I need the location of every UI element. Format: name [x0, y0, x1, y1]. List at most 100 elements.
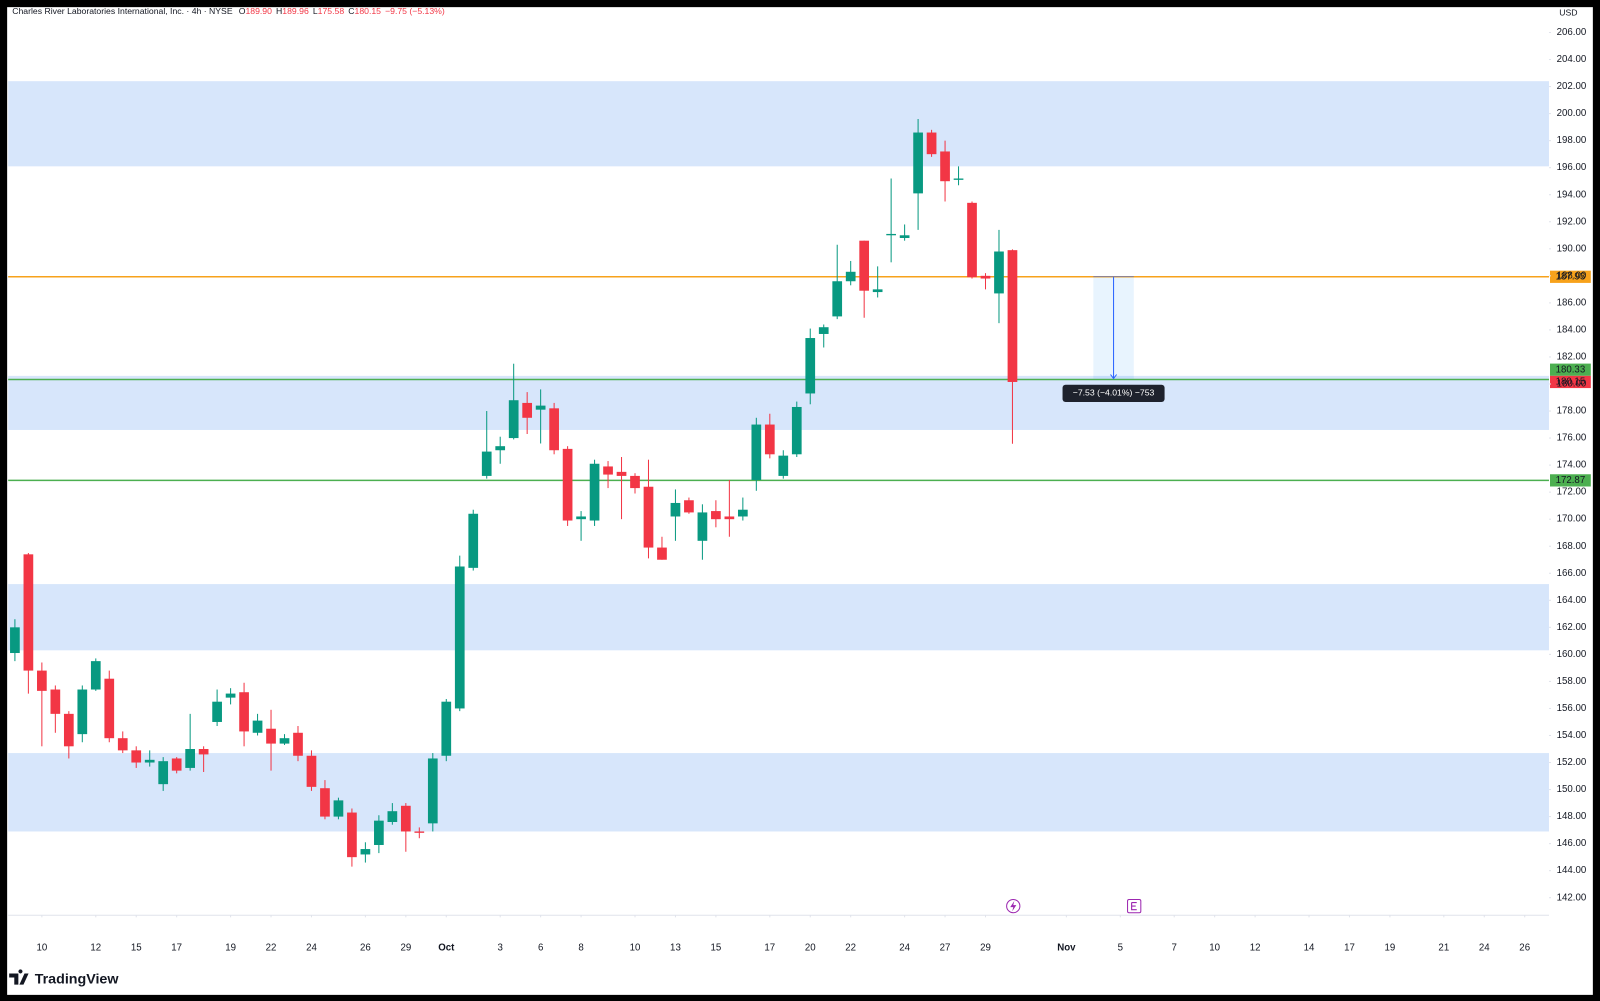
- y-tick-label: 204.00: [1557, 54, 1587, 65]
- y-tick-label: 176.00: [1557, 433, 1587, 444]
- candle-body: [778, 455, 789, 476]
- candle-body: [171, 758, 182, 771]
- y-tick-label: 158.00: [1557, 676, 1587, 687]
- x-tick-label: 24: [306, 943, 317, 954]
- candle-body: [198, 749, 209, 755]
- y-tick-label: 156.00: [1557, 703, 1587, 714]
- x-tick-label: 3: [498, 943, 503, 954]
- candle-body: [764, 424, 775, 455]
- zones: [8, 81, 1549, 832]
- candle-body: [23, 554, 34, 671]
- x-tick-label: 12: [1250, 943, 1261, 954]
- brand-name: TradingView: [35, 971, 120, 987]
- candle-body: [967, 202, 977, 278]
- level-label: 180.33: [1556, 364, 1586, 375]
- y-tick-label: 206.00: [1557, 27, 1587, 38]
- x-tick-label: 21: [1438, 943, 1449, 954]
- x-tick-label: 15: [131, 943, 142, 954]
- candle-body: [320, 788, 330, 817]
- level-label-bg: [1550, 270, 1591, 283]
- candle-body: [347, 812, 357, 858]
- y-tick-label: 160.00: [1557, 649, 1587, 660]
- y-tick-label: 194.00: [1557, 189, 1587, 200]
- x-tick-label: 26: [1519, 943, 1530, 954]
- candle-body: [508, 400, 519, 439]
- candle-body: [724, 516, 735, 520]
- y-tick-label: 188.00: [1557, 270, 1587, 281]
- y-tick-label: 178.00: [1557, 406, 1587, 417]
- candle-body: [737, 509, 748, 517]
- x-tick-label: 17: [1344, 943, 1355, 954]
- y-tick-label: 196.00: [1557, 162, 1587, 173]
- candle-body: [252, 720, 263, 733]
- candle-body: [414, 831, 425, 833]
- candle-body: [333, 800, 344, 817]
- level-label-bg: [1550, 474, 1591, 487]
- y-tick-label: 192.00: [1557, 216, 1587, 227]
- candle-body: [818, 327, 829, 334]
- levels: [8, 276, 1549, 482]
- zone: [8, 375, 1549, 430]
- x-tick-label: Oct: [438, 943, 455, 954]
- y-tick-label: 200.00: [1557, 108, 1587, 119]
- candle-body: [886, 233, 896, 236]
- y-tick-label: 172.00: [1557, 487, 1587, 498]
- change: −9.75 (−5.13%): [385, 7, 445, 17]
- y-tick-label: 174.00: [1557, 460, 1587, 471]
- candle-body: [643, 486, 654, 548]
- x-tick-label: 10: [36, 943, 47, 954]
- candle-body: [751, 424, 762, 480]
- level-label-bg: [1550, 363, 1591, 376]
- header: Charles River Laboratories International…: [12, 7, 445, 17]
- level-label: 172.87: [1556, 475, 1586, 486]
- ohlc-value: 189.96: [282, 7, 309, 17]
- candle-body: [266, 728, 276, 744]
- ohlc-value: 189.90: [245, 7, 272, 17]
- candle-body: [562, 448, 573, 521]
- candle-body: [427, 758, 438, 824]
- candle-body: [980, 275, 991, 279]
- brand-logo[interactable]: TradingView: [9, 969, 119, 987]
- x-tick-label: 17: [764, 943, 775, 954]
- candle-body: [522, 402, 533, 418]
- candle-body: [63, 713, 74, 747]
- candle-body: [495, 446, 506, 451]
- candle-body: [37, 670, 47, 691]
- x-tick-label: 10: [630, 943, 641, 954]
- x-tick-label: Nov: [1057, 943, 1076, 954]
- candle-body: [279, 738, 290, 744]
- candle-body: [832, 281, 843, 317]
- candle-body: [670, 502, 681, 517]
- candle-body: [360, 849, 371, 855]
- y-tick-label: 164.00: [1557, 595, 1587, 606]
- last-price-label: 180.15: [1556, 377, 1586, 388]
- x-tick-label: 13: [670, 943, 681, 954]
- last-price-bg: [1550, 375, 1591, 389]
- brand-mark: [9, 969, 29, 985]
- x-tick-label: 29: [980, 943, 991, 954]
- candle-body: [994, 251, 1004, 294]
- y-tick-label: 148.00: [1557, 811, 1587, 822]
- x-tick-label: 26: [360, 943, 371, 954]
- x-tick-label: 20: [805, 943, 816, 954]
- candle-body: [90, 661, 101, 690]
- y-tick-label: 162.00: [1557, 622, 1587, 633]
- zone: [8, 753, 1549, 832]
- candle-body: [616, 471, 627, 476]
- ohlc-key: L: [313, 7, 318, 17]
- y-tick-label: 184.00: [1557, 324, 1587, 335]
- candle-body: [899, 235, 910, 238]
- earnings-glyph: [1131, 901, 1137, 911]
- candle-body: [872, 289, 883, 293]
- candle-body: [158, 761, 169, 785]
- y-tick-label: 166.00: [1557, 568, 1587, 579]
- y-tick-label: 152.00: [1557, 757, 1587, 768]
- zone: [8, 81, 1549, 167]
- candle-body: [441, 701, 452, 756]
- y-tick-label: 168.00: [1557, 541, 1587, 552]
- candle-body: [657, 547, 667, 560]
- candle-body: [212, 701, 222, 722]
- event-icons: [1006, 898, 1142, 914]
- candle-body: [576, 516, 586, 520]
